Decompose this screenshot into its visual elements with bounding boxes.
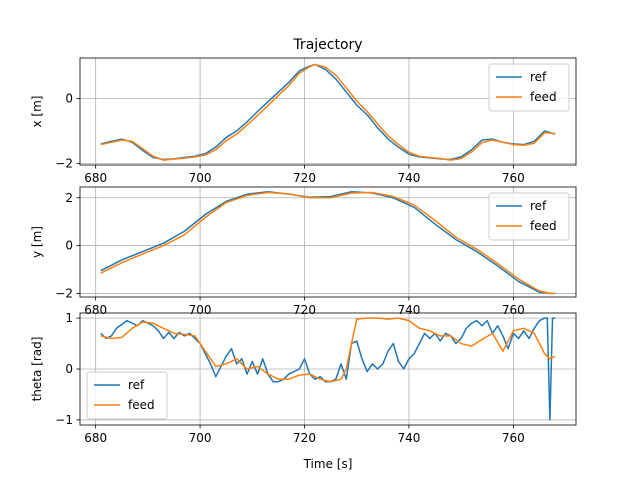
y-tick-label: 0	[65, 239, 73, 253]
y-tick-label: −2	[55, 286, 73, 300]
x-tick-label: 740	[397, 431, 420, 445]
legend-label-feed: feed	[530, 90, 557, 104]
y-tick-label: 2	[65, 191, 73, 205]
axes-frame	[79, 57, 577, 166]
x-tick-label: 680	[84, 303, 107, 317]
y-axis-label: theta [rad]	[30, 337, 44, 402]
x-axis-label: Time [s]	[303, 457, 353, 471]
legend: ref feed	[86, 371, 168, 420]
legend-label-ref: ref	[530, 70, 547, 84]
chart-panel-1: 680 700 720 740 760 −2 0 x [m] Trajectory ref feed	[30, 37, 577, 185]
axes-frame	[79, 186, 577, 298]
legend-label-feed: feed	[128, 398, 155, 412]
y-tick-label: 0	[65, 362, 73, 376]
series-line-ref	[100, 63, 556, 161]
chart-title: Trajectory	[292, 37, 362, 53]
x-tick-label: 720	[293, 171, 316, 185]
y-tick-label: −2	[55, 156, 73, 170]
x-tick-label: 700	[189, 171, 212, 185]
y-axis-label: y [m]	[30, 226, 44, 258]
legend-label-ref: ref	[128, 378, 145, 392]
legend: ref feed	[488, 192, 570, 241]
y-tick-label: 0	[65, 92, 73, 106]
series-line-feed	[100, 63, 556, 161]
x-tick-label: 700	[189, 303, 212, 317]
legend-frame	[488, 63, 570, 112]
x-tick-label: 680	[84, 431, 107, 445]
legend: ref feed	[488, 63, 570, 112]
chart-panel-3: 680 700 720 740 760 −1 0 1 theta [rad] Time [s] re…	[30, 311, 577, 471]
series-line-ref	[100, 191, 556, 295]
x-tick-label: 720	[293, 303, 316, 317]
y-tick-label: −1	[55, 413, 73, 427]
legend-label-feed: feed	[530, 219, 557, 233]
y-axis-label: x [m]	[30, 96, 44, 128]
x-tick-label: 700	[189, 431, 212, 445]
x-tick-label: 760	[502, 171, 525, 185]
x-tick-label: 720	[293, 431, 316, 445]
legend-label-ref: ref	[530, 199, 547, 213]
chart-panel-2: 680 700 720 740 760 −2 0 2 y [m] ref feed	[30, 186, 577, 317]
legend-frame	[86, 371, 168, 420]
legend-frame	[488, 192, 570, 241]
series-line-feed	[100, 317, 556, 383]
x-tick-label: 760	[502, 431, 525, 445]
x-tick-label: 760	[502, 303, 525, 317]
x-tick-label: 680	[84, 171, 107, 185]
x-tick-label: 740	[397, 171, 420, 185]
series-line-feed	[100, 191, 556, 295]
y-tick-label: 1	[65, 311, 73, 325]
x-tick-label: 740	[397, 303, 420, 317]
